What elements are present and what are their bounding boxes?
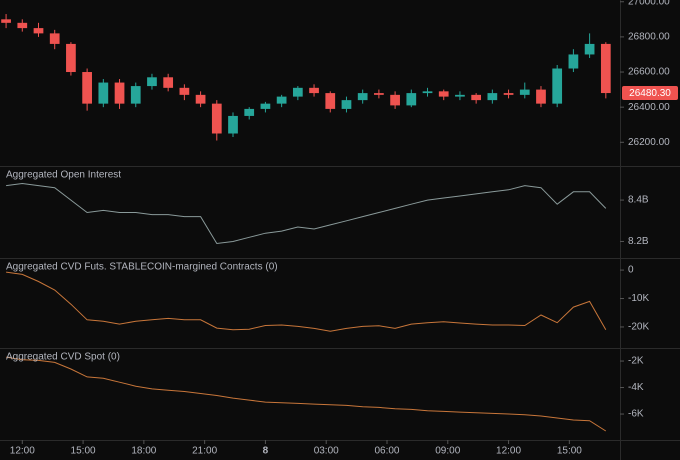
last-price-box	[622, 86, 678, 101]
x-tick-label: 15:00	[71, 446, 96, 457]
y-tick-label: -4K	[628, 382, 644, 393]
candle-body	[519, 89, 530, 95]
candle-body	[600, 43, 611, 94]
candle-body	[260, 103, 271, 109]
candle-body	[98, 82, 109, 104]
candle-body	[422, 91, 433, 94]
y-tick-label: -2K	[628, 356, 644, 367]
candle-body	[228, 115, 238, 134]
x-tick-label: 03:00	[314, 446, 339, 457]
candle-body	[82, 72, 92, 104]
panel-title: Aggregated CVD Spot (0)	[6, 352, 120, 363]
y-tick-label: -20K	[628, 322, 649, 333]
candle-body	[211, 103, 222, 134]
panel-title: Aggregated CVD Futs. STABLECOIN-margined…	[6, 262, 278, 273]
y-tick-label: 27000.00	[628, 0, 670, 7]
candle-body	[66, 43, 76, 73]
y-tick-label: 0	[628, 265, 634, 276]
candle-body	[147, 77, 157, 87]
x-tick-label: 8	[263, 446, 269, 457]
candle-body	[552, 68, 563, 104]
x-tick-label: 09:00	[435, 446, 460, 457]
candle-body	[406, 93, 417, 106]
candle-body	[1, 19, 11, 23]
candle-body	[179, 87, 190, 95]
candle-body	[455, 94, 465, 97]
candle-body	[325, 93, 336, 109]
candle-body	[49, 33, 60, 44]
candle-body	[276, 96, 287, 104]
candle-body	[357, 93, 368, 101]
y-tick-label: 8.4B	[628, 195, 649, 206]
y-tick-label: 8.2B	[628, 236, 649, 247]
candle-body	[130, 86, 141, 104]
candle-body	[163, 77, 174, 88]
panel-title: Aggregated Open Interest	[6, 170, 121, 181]
x-tick-label: 06:00	[374, 446, 399, 457]
candle-body	[471, 94, 482, 101]
candle-body	[390, 94, 400, 106]
y-tick-label: -6K	[628, 409, 644, 420]
series-line	[6, 182, 607, 245]
y-tick-label: 26600.00	[628, 67, 670, 78]
candle-body	[244, 108, 255, 116]
series-line	[6, 271, 607, 332]
last-price-label: 26480.30	[629, 88, 671, 99]
y-tick-label: -10K	[628, 293, 649, 304]
x-tick-label: 15:00	[557, 446, 582, 457]
candle-body	[487, 93, 498, 101]
candle-body	[309, 87, 319, 94]
candle-body	[292, 87, 303, 97]
x-tick-label: 12:00	[10, 446, 35, 457]
candle-body	[503, 93, 514, 95]
x-tick-label: 18:00	[131, 446, 156, 457]
candle-body	[33, 28, 44, 34]
candle-body	[584, 43, 595, 55]
candle-body	[438, 91, 449, 97]
candle-body	[536, 89, 546, 104]
y-tick-label: 26200.00	[628, 137, 670, 148]
candle-body	[374, 93, 384, 95]
candle-body	[114, 82, 125, 104]
y-tick-label: 26400.00	[628, 102, 670, 113]
x-tick-label: 12:00	[496, 446, 521, 457]
series-line	[6, 356, 607, 432]
candle-body	[341, 100, 352, 109]
candle-body	[568, 54, 579, 69]
candle-body	[195, 94, 206, 104]
x-tick-label: 21:00	[192, 446, 217, 457]
candle-body	[17, 22, 28, 29]
y-tick-label: 26800.00	[628, 32, 670, 43]
